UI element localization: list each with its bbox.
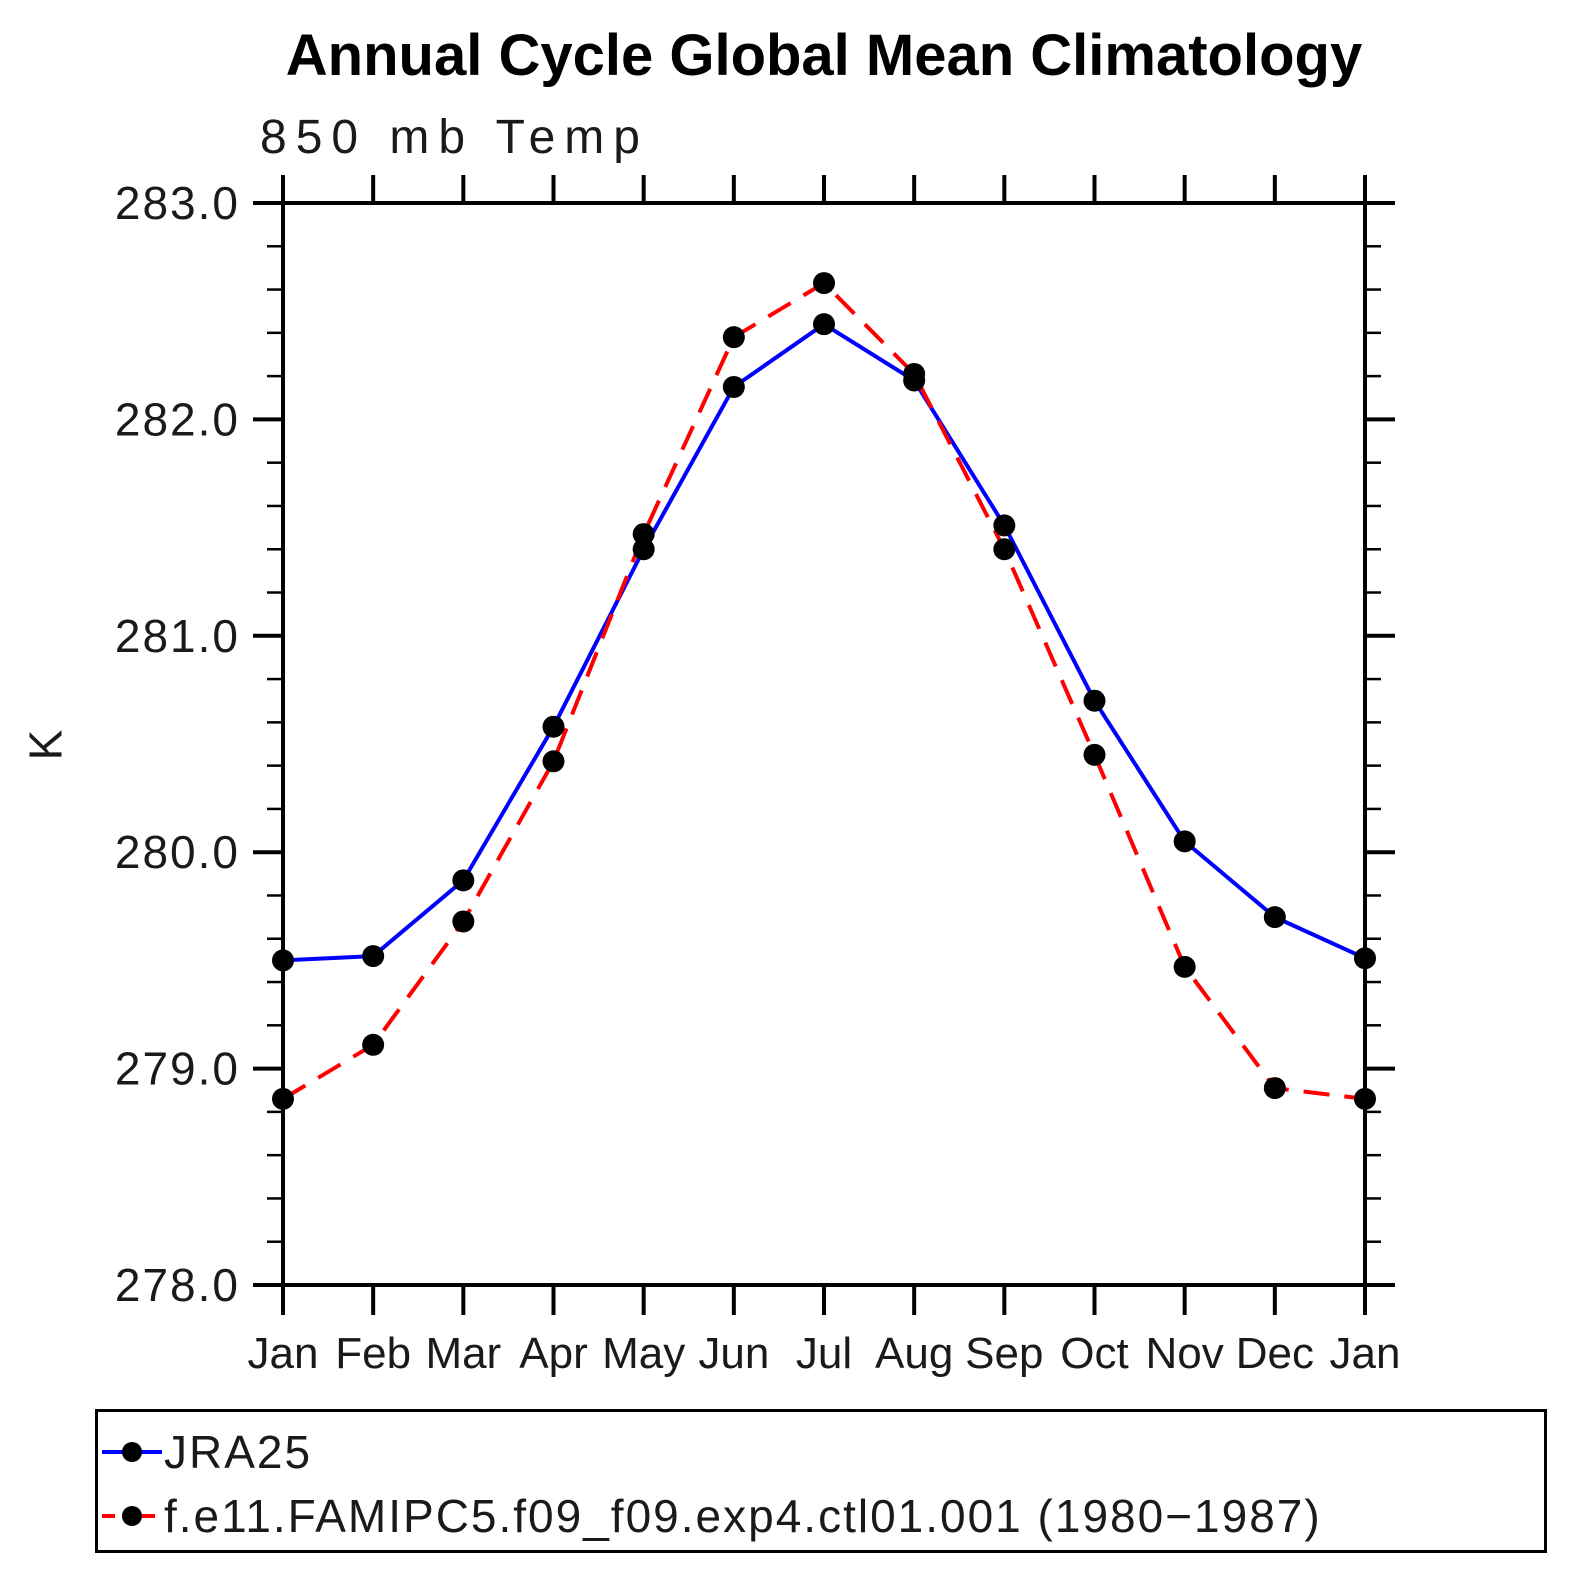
x-tick-label: Mar <box>425 1329 501 1378</box>
data-point-marker-1 <box>632 523 655 546</box>
x-tick-label: Nov <box>1146 1329 1224 1378</box>
x-tick-label: Jul <box>796 1329 852 1378</box>
data-point-marker-1 <box>993 538 1016 561</box>
data-point-marker-0 <box>632 538 655 561</box>
data-point-marker-1 <box>1173 955 1196 978</box>
data-point-marker-1 <box>272 1087 294 1110</box>
data-point-marker-0 <box>542 715 565 738</box>
data-point-marker-0 <box>1354 947 1376 970</box>
legend-marker-dot <box>122 1442 142 1462</box>
data-point-marker-0 <box>362 945 385 968</box>
x-tick-label: Jun <box>698 1329 769 1378</box>
legend-label-model: f.e11.FAMIPC5.f09_f09.exp4.ctl01.001 (19… <box>164 1490 1322 1542</box>
x-tick-label: Sep <box>965 1329 1043 1378</box>
chart-title: Annual Cycle Global Mean Climatology <box>285 23 1363 88</box>
data-point-marker-1 <box>452 910 475 933</box>
data-point-marker-0 <box>722 375 745 398</box>
x-tick-label: Jan <box>248 1329 319 1378</box>
legend-line-swatch-solid <box>102 1442 162 1462</box>
data-point-marker-0 <box>1083 689 1106 712</box>
x-tick-label: Aug <box>875 1329 953 1378</box>
series-line-1 <box>281 281 1366 1101</box>
data-point-marker-0 <box>1263 906 1286 929</box>
data-point-marker-1 <box>1263 1077 1286 1100</box>
data-point-marker-1 <box>722 326 745 349</box>
x-tick-label: Jan <box>1330 1329 1401 1378</box>
legend-box: JRA25 f.e11.FAMIPC5.f09_f09.exp4.ctl01.0… <box>95 1409 1547 1553</box>
y-tick-label: 280.0 <box>115 826 240 878</box>
data-point-marker-0 <box>272 949 294 972</box>
x-tick-label: May <box>602 1329 685 1378</box>
data-point-marker-1 <box>542 750 565 773</box>
data-point-marker-1 <box>813 272 835 295</box>
plot-frame <box>281 201 1367 1287</box>
legend-item-jra25: JRA25 <box>100 1424 312 1480</box>
data-point-marker-0 <box>813 313 835 336</box>
data-point-marker-1 <box>1354 1087 1376 1110</box>
data-point-marker-1 <box>1083 743 1106 766</box>
x-tick-label: Dec <box>1236 1329 1314 1378</box>
legend-item-model: f.e11.FAMIPC5.f09_f09.exp4.ctl01.001 (19… <box>100 1488 1322 1544</box>
data-point-marker-1 <box>903 362 926 385</box>
y-tick-label: 279.0 <box>115 1043 240 1095</box>
data-point-marker-0 <box>993 514 1016 537</box>
legend-label-jra25: JRA25 <box>164 1426 313 1478</box>
x-tick-label: Feb <box>335 1329 411 1378</box>
x-tick-label: Oct <box>1060 1329 1128 1378</box>
y-axis-title: K <box>19 729 72 761</box>
legend-line-swatch-dashed <box>102 1506 162 1526</box>
chart-subtitle: 850 mb Temp <box>260 111 649 164</box>
data-point-marker-1 <box>362 1033 385 1056</box>
y-tick-label: 278.0 <box>115 1259 240 1311</box>
y-tick-label: 281.0 <box>115 610 240 662</box>
y-tick-label: 282.0 <box>115 393 240 445</box>
data-point-marker-0 <box>452 869 475 892</box>
legend-marker-dot <box>122 1506 142 1526</box>
y-tick-label: 283.0 <box>115 177 240 229</box>
series-line-0 <box>282 322 1366 963</box>
x-tick-label: Apr <box>519 1329 587 1378</box>
data-point-marker-0 <box>1173 830 1196 853</box>
